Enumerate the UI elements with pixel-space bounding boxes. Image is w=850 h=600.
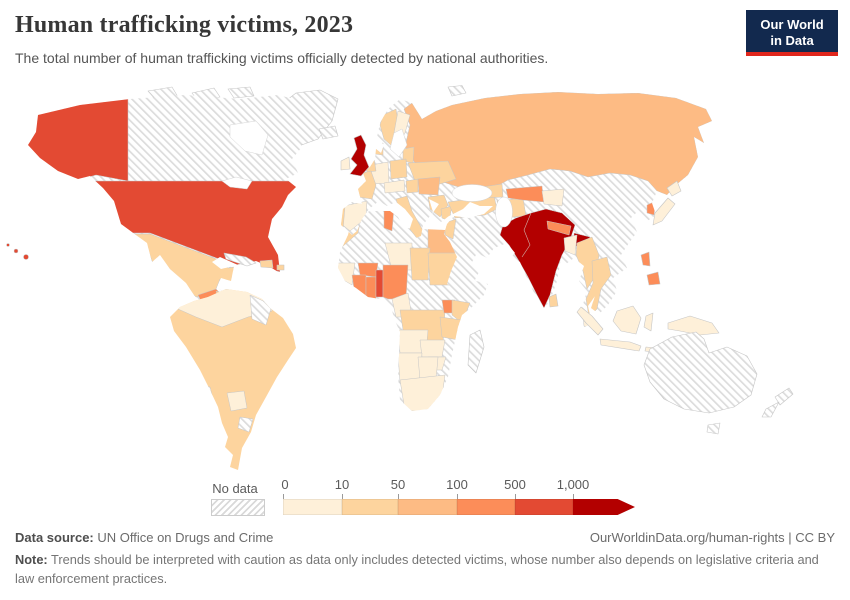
legend-seg-100-500[interactable] — [457, 499, 515, 515]
note-label: Note: — [15, 552, 48, 567]
country-ghana[interactable] — [365, 276, 377, 300]
country-japan-hokkaido[interactable] — [666, 180, 682, 197]
map-legend: No data 0 10 50 100 500 1,000 — [0, 477, 850, 520]
legend-seg-500-1000[interactable] — [515, 499, 573, 515]
owid-logo[interactable]: Our World in Data — [746, 10, 838, 56]
country-uk[interactable] — [349, 134, 370, 177]
country-romania[interactable] — [417, 176, 441, 196]
legend-color-bar: 0 10 50 100 500 1,000 — [281, 477, 635, 515]
chart-footer: Data source: UN Office on Drugs and Crim… — [15, 530, 835, 586]
country-bangladesh[interactable] — [563, 234, 578, 256]
country-chad[interactable] — [409, 247, 431, 281]
country-cuba[interactable] — [223, 252, 257, 267]
legend-tick — [457, 494, 458, 499]
legend-tick-label: 10 — [334, 477, 350, 492]
country-alpine[interactable] — [383, 179, 406, 194]
country-cote-divoire[interactable] — [351, 274, 367, 298]
country-nigeria[interactable] — [382, 264, 409, 300]
no-data-swatch[interactable] — [211, 499, 265, 516]
country-south-africa[interactable] — [399, 374, 446, 411]
country-tunisia[interactable] — [383, 209, 395, 232]
data-source-label: Data source: — [15, 530, 94, 545]
country-denmark[interactable] — [374, 142, 384, 156]
page-title: Human trafficking victims, 2023 — [15, 12, 354, 38]
eurasia — [335, 92, 712, 327]
country-nepal[interactable] — [546, 220, 572, 236]
country-tasmania[interactable] — [706, 422, 721, 435]
country-uruguay[interactable] — [237, 416, 254, 433]
legend-tick — [342, 494, 343, 499]
country-indonesia-java[interactable] — [599, 338, 642, 352]
data-source-value: UN Office on Drugs and Crime — [93, 530, 274, 545]
country-portugal[interactable] — [335, 205, 346, 231]
caspian-sea — [495, 196, 513, 228]
country-kyrgyzstan-tajikistan[interactable] — [541, 188, 565, 207]
owid-logo-line2: in Data — [770, 33, 814, 48]
country-indonesia-sulawesi[interactable] — [643, 312, 654, 332]
note-value: Trends should be interpreted with cautio… — [15, 552, 819, 586]
owid-logo-line1: Our World — [760, 16, 824, 32]
country-indonesia-sumatra[interactable] — [576, 306, 604, 336]
country-france[interactable] — [350, 170, 377, 200]
country-alaska[interactable] — [25, 96, 129, 182]
country-philippines-luzon[interactable] — [640, 251, 651, 267]
country-iceland[interactable] — [318, 125, 339, 140]
country-philippines-mindanao[interactable] — [646, 271, 661, 286]
chart-note: Note: Trends should be interpreted with … — [15, 551, 827, 588]
country-sri-lanka[interactable] — [548, 293, 559, 308]
country-new-zealand-south[interactable] — [761, 401, 780, 418]
legend-tick-label: 50 — [390, 477, 406, 492]
legend-seg-1000-plus[interactable] — [573, 499, 635, 515]
baltic-sea — [389, 128, 408, 158]
south-america — [170, 289, 296, 470]
country-levant[interactable] — [444, 218, 457, 240]
choropleth-svg — [6, 85, 794, 470]
legend-tick — [398, 494, 399, 499]
country-svalbard[interactable] — [447, 85, 467, 97]
country-indonesia-borneo[interactable] — [612, 305, 642, 335]
country-uzbekistan[interactable] — [505, 185, 545, 203]
legend-tick-label: 0 — [281, 477, 289, 492]
country-puerto-rico[interactable] — [276, 264, 285, 271]
country-hispaniola[interactable] — [259, 259, 274, 269]
country-madagascar[interactable] — [467, 329, 485, 374]
chart-subtitle: The total number of human trafficking vi… — [15, 50, 549, 66]
legend-tick-label: 500 — [504, 477, 526, 492]
owid-logo-accent-bar — [746, 52, 838, 56]
legend-tick-label: 1,000 — [556, 477, 590, 492]
legend-seg-50-100[interactable] — [398, 499, 457, 515]
country-india-pakistan[interactable] — [499, 208, 576, 309]
country-zambia[interactable] — [419, 339, 446, 358]
country-new-guinea[interactable] — [667, 315, 720, 336]
country-tanzania[interactable] — [439, 316, 463, 341]
india-pakistan-border — [521, 212, 532, 258]
data-source-line: Data source: UN Office on Drugs and Crim… — [15, 530, 273, 545]
country-ireland[interactable] — [340, 156, 351, 171]
black-sea — [451, 184, 493, 202]
country-japan-honshu[interactable] — [652, 197, 676, 226]
legend-tick-label: 100 — [446, 477, 468, 492]
legend-tick — [515, 494, 516, 499]
great-lakes — [221, 176, 253, 190]
world-map — [0, 85, 850, 480]
country-poland[interactable] — [389, 158, 408, 180]
legend-seg-10-50[interactable] — [342, 499, 398, 515]
country-hawaii[interactable] — [6, 243, 29, 260]
hudson-bay — [229, 120, 269, 156]
country-paraguay[interactable] — [226, 390, 248, 412]
country-spain[interactable] — [339, 200, 368, 232]
country-benin[interactable] — [375, 269, 384, 298]
country-ukraine[interactable] — [407, 160, 457, 185]
country-australia[interactable] — [643, 331, 758, 414]
country-arctic-island[interactable] — [227, 86, 255, 99]
legend-seg-0-10[interactable] — [283, 499, 342, 515]
legend-tick — [283, 494, 284, 499]
no-data-label: No data — [212, 481, 258, 496]
north-america — [25, 95, 308, 335]
country-hungary-slovakia[interactable] — [405, 178, 419, 194]
owid-url-link[interactable]: OurWorldinData.org/human-rights | CC BY — [589, 530, 835, 545]
legend-tick — [573, 494, 574, 499]
country-senegal-guinea[interactable] — [334, 262, 356, 286]
